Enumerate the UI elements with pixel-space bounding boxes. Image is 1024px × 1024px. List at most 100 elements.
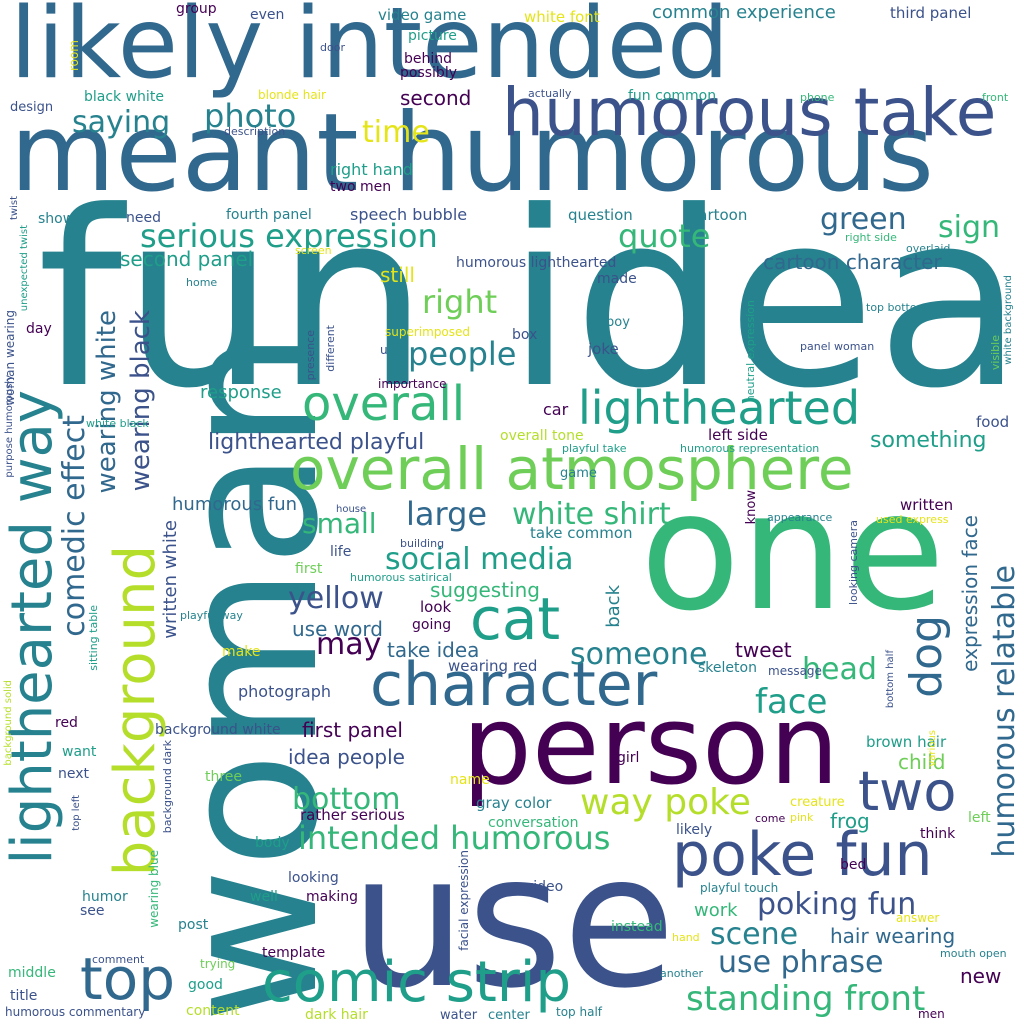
word-new: new: [960, 964, 1002, 988]
word-humorous-lighthearted: humorous lighthearted: [456, 255, 617, 271]
word-left: left: [968, 810, 991, 826]
word-trying: trying: [200, 957, 236, 971]
word-two: two: [858, 760, 957, 823]
word-fourth-panel: fourth panel: [226, 207, 312, 223]
word-white-font: white font: [524, 8, 600, 26]
word-looking: looking: [288, 870, 339, 886]
word-serious-expression: serious expression: [140, 217, 438, 255]
word-playful-touch: playful touch: [700, 881, 779, 895]
word-one: one: [640, 456, 946, 647]
word-house: house: [336, 504, 367, 515]
word-possibly: possibly: [400, 65, 457, 81]
word-screen: screen: [295, 244, 332, 257]
word-fun-common: fun common: [628, 88, 717, 104]
word-bottom: bottom: [292, 782, 401, 817]
word-head: head: [802, 652, 877, 687]
word-humorous-take: humorous take: [502, 74, 997, 151]
word-photograph: photograph: [238, 682, 331, 701]
word-use-phrase: use phrase: [718, 945, 884, 980]
word-car: car: [543, 400, 569, 419]
word-room: room: [67, 40, 81, 72]
word-speech-bubble: speech bubble: [350, 205, 468, 224]
word-red: red: [55, 715, 78, 731]
word-way-poke: way poke: [580, 782, 751, 823]
word-someone: someone: [570, 637, 708, 672]
word-center: center: [488, 1008, 530, 1023]
word-humor: humor: [82, 889, 128, 905]
word-character: character: [370, 650, 658, 720]
word-likely: likely: [676, 822, 713, 838]
word-humorous-satirical: humorous satirical: [350, 571, 452, 584]
word-box: box: [512, 327, 538, 343]
word-gray-color: gray color: [476, 794, 552, 812]
word-common-experience: common experience: [652, 2, 836, 23]
word-group: group: [176, 1, 217, 17]
word-dark-hair: dark hair: [305, 1007, 368, 1023]
word-meant-humorous: meant humorous: [10, 91, 934, 216]
word-well: well: [250, 889, 278, 905]
word-skeleton: skeleton: [698, 660, 757, 676]
word-photo: photo: [204, 97, 297, 135]
word-facial-expression: facial expression: [457, 850, 471, 951]
word-instead: instead: [611, 919, 663, 935]
word-appearance: appearance: [767, 511, 833, 524]
word-even: even: [250, 7, 285, 23]
word-question: question: [568, 206, 633, 224]
word-need: need: [126, 210, 161, 226]
word-humorous-representation: humorous representation: [680, 442, 820, 455]
word-third-panel: third panel: [890, 4, 972, 22]
word-first: first: [295, 561, 323, 577]
word-design: design: [10, 100, 54, 115]
word-visible: visible: [989, 335, 1002, 371]
word-make: make: [222, 644, 261, 660]
word-face: face: [755, 682, 828, 722]
word-take-common: take common: [530, 524, 633, 542]
word-unexpected-twist: unexpected twist: [19, 225, 30, 312]
word-next: next: [58, 766, 90, 782]
word-people: people: [408, 335, 517, 373]
word-come: come: [755, 812, 786, 825]
word-take-idea: take idea: [387, 638, 480, 662]
word-hand: hand: [672, 931, 700, 944]
word-use: use: [350, 815, 676, 1024]
word-overall: overall: [302, 376, 466, 432]
word-comic-strip: comic strip: [262, 950, 572, 1015]
word-green: green: [820, 202, 907, 237]
word-child: child: [898, 750, 946, 774]
word-rather-serious: rather serious: [300, 806, 405, 824]
word-background-dark: background dark: [161, 740, 174, 834]
word-background-white: background white: [155, 722, 281, 738]
word-blonde-hair: blonde hair: [258, 88, 326, 102]
word-lighthearted: lighthearted: [578, 381, 861, 435]
word-brown-hair: brown hair: [866, 733, 947, 751]
word-right-side: right side: [845, 231, 897, 244]
word-panel-woman: panel woman: [800, 340, 875, 353]
word-look: look: [420, 598, 452, 616]
word-comedic-effect: comedic effect: [57, 415, 92, 637]
word-looking-camera: looking camera: [847, 520, 860, 605]
word-top: top: [80, 945, 176, 1013]
word-playful-take: playful take: [562, 442, 627, 455]
word-white-black: white black: [86, 417, 149, 430]
word-presence: presence: [304, 330, 317, 381]
word-video: video: [525, 879, 564, 895]
word-poke-fun: poke fun: [672, 820, 933, 890]
word-want: want: [62, 744, 97, 760]
word-boy: boy: [606, 315, 630, 330]
word-title: title: [10, 988, 38, 1004]
word-expression-face: expression face: [958, 515, 982, 672]
word-dog: dog: [901, 615, 952, 698]
word-comment: comment: [92, 953, 145, 966]
word-frog: frog: [830, 809, 870, 833]
word-background-solid: background solid: [3, 680, 14, 766]
word-conversation: conversation: [488, 815, 579, 831]
word-bottom-half: bottom half: [885, 650, 896, 709]
word-poking-fun: poking fun: [757, 887, 917, 922]
word-background: background: [103, 545, 168, 877]
word-quote: quote: [618, 217, 711, 255]
word-front: front: [982, 91, 1009, 104]
word-may: may: [316, 627, 382, 662]
word-sitting-table: sitting table: [87, 605, 100, 671]
word-pink: pink: [790, 811, 814, 824]
